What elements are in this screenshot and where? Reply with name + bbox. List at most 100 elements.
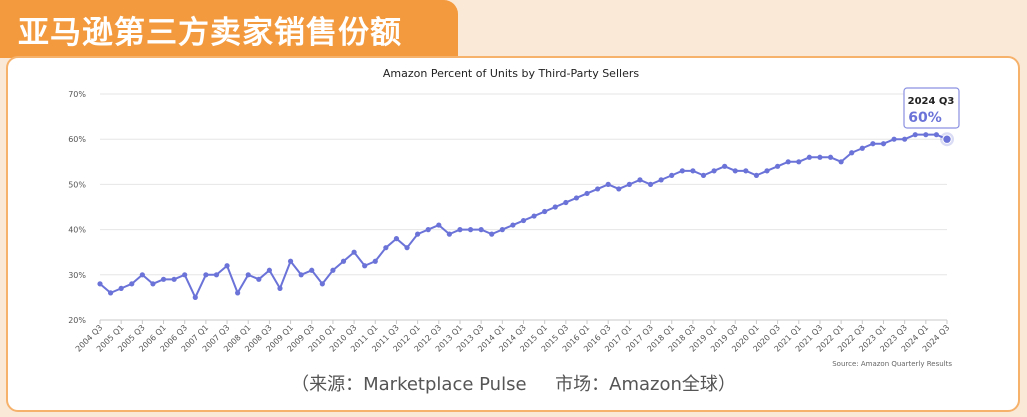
y-tick-label: 30%	[68, 271, 86, 280]
y-tick-label: 40%	[68, 226, 86, 235]
data-point[interactable]	[785, 159, 791, 165]
data-point[interactable]	[425, 227, 431, 233]
data-point[interactable]	[796, 159, 802, 165]
data-point[interactable]	[552, 204, 558, 210]
data-point[interactable]	[457, 227, 463, 233]
data-point[interactable]	[203, 272, 209, 278]
point-layer	[97, 132, 954, 300]
data-point[interactable]	[616, 186, 622, 192]
data-point[interactable]	[880, 141, 887, 147]
data-point[interactable]	[902, 136, 908, 142]
data-point[interactable]	[489, 231, 495, 237]
data-point[interactable]	[690, 168, 696, 174]
data-point[interactable]	[235, 290, 241, 296]
data-point[interactable]	[817, 154, 823, 160]
data-point[interactable]	[213, 272, 220, 278]
data-point[interactable]	[351, 249, 357, 255]
data-point[interactable]	[478, 227, 484, 233]
header-banner: 亚马逊第三方卖家销售份额	[0, 0, 458, 58]
data-point[interactable]	[287, 258, 294, 264]
data-point[interactable]	[775, 163, 781, 169]
tooltip-value: 60%	[908, 110, 942, 126]
data-point[interactable]	[658, 177, 664, 183]
data-point[interactable]	[277, 285, 283, 291]
page-title: 亚马逊第三方卖家销售份额	[18, 14, 402, 51]
data-point[interactable]	[563, 199, 569, 206]
data-point[interactable]	[647, 181, 654, 187]
data-point[interactable]	[107, 290, 114, 296]
data-point[interactable]	[182, 272, 188, 278]
data-point[interactable]	[298, 272, 304, 278]
data-point[interactable]	[139, 272, 145, 278]
data-point[interactable]	[192, 294, 198, 300]
data-point[interactable]	[764, 168, 770, 174]
data-point[interactable]	[97, 281, 103, 287]
tooltip-label: 2024 Q3	[908, 96, 955, 107]
data-point[interactable]	[224, 263, 230, 269]
data-point[interactable]	[404, 245, 410, 251]
data-point[interactable]	[319, 281, 325, 287]
data-point[interactable]	[383, 245, 389, 251]
tooltip-box	[903, 87, 960, 129]
data-point[interactable]	[393, 236, 400, 242]
y-tick-label: 50%	[68, 180, 86, 189]
source-caption: （来源：Marketplace Pulse 市场：Amazon全球）	[291, 374, 736, 395]
data-point[interactable]	[637, 177, 643, 183]
data-point[interactable]	[827, 154, 834, 160]
data-point[interactable]	[520, 217, 527, 224]
data-point[interactable]	[838, 159, 844, 165]
data-point[interactable]	[806, 154, 812, 160]
data-point[interactable]	[330, 267, 336, 273]
data-point[interactable]	[362, 263, 368, 269]
data-point[interactable]	[510, 222, 516, 228]
data-point[interactable]	[912, 132, 918, 138]
data-point[interactable]	[499, 227, 505, 233]
data-point[interactable]	[129, 281, 135, 287]
data-point[interactable]	[626, 181, 632, 187]
chart-title: Amazon Percent of Units by Third-Party S…	[383, 67, 639, 80]
data-point[interactable]	[891, 136, 897, 142]
data-point[interactable]	[309, 267, 315, 273]
y-tick-label: 60%	[68, 135, 86, 144]
data-point[interactable]	[171, 276, 177, 282]
data-point[interactable]	[870, 141, 876, 147]
data-point[interactable]	[732, 168, 738, 174]
data-point[interactable]	[245, 272, 251, 278]
data-point[interactable]	[573, 195, 580, 201]
data-point[interactable]	[150, 281, 156, 287]
data-point[interactable]	[340, 258, 347, 264]
data-point[interactable]	[446, 231, 452, 237]
data-point[interactable]	[859, 145, 865, 151]
chart-card	[6, 56, 1020, 412]
data-point[interactable]	[679, 168, 685, 174]
y-tick-label: 70%	[68, 90, 86, 99]
data-point[interactable]	[531, 213, 537, 219]
data-point[interactable]	[669, 172, 675, 178]
highlight-point[interactable]	[942, 134, 952, 144]
data-point[interactable]	[700, 172, 707, 178]
data-point[interactable]	[542, 208, 548, 215]
data-point[interactable]	[160, 276, 167, 282]
data-point[interactable]	[722, 163, 728, 169]
y-tick-label: 20%	[68, 316, 86, 325]
data-point[interactable]	[933, 132, 940, 138]
data-point[interactable]	[711, 168, 717, 174]
data-point[interactable]	[256, 276, 262, 282]
data-point[interactable]	[584, 190, 590, 197]
data-point[interactable]	[753, 172, 760, 178]
data-point[interactable]	[436, 222, 442, 228]
data-point[interactable]	[372, 258, 378, 264]
data-point[interactable]	[849, 150, 855, 156]
data-point[interactable]	[118, 285, 124, 291]
chart-source-note: Source: Amazon Quarterly Results	[832, 360, 952, 368]
data-point[interactable]	[605, 181, 611, 187]
gridlines	[100, 93, 947, 321]
data-point[interactable]	[266, 267, 272, 273]
data-point[interactable]	[467, 227, 474, 233]
data-point[interactable]	[743, 168, 749, 174]
data-point[interactable]	[415, 231, 421, 237]
data-point[interactable]	[923, 132, 929, 138]
data-point[interactable]	[595, 186, 601, 192]
